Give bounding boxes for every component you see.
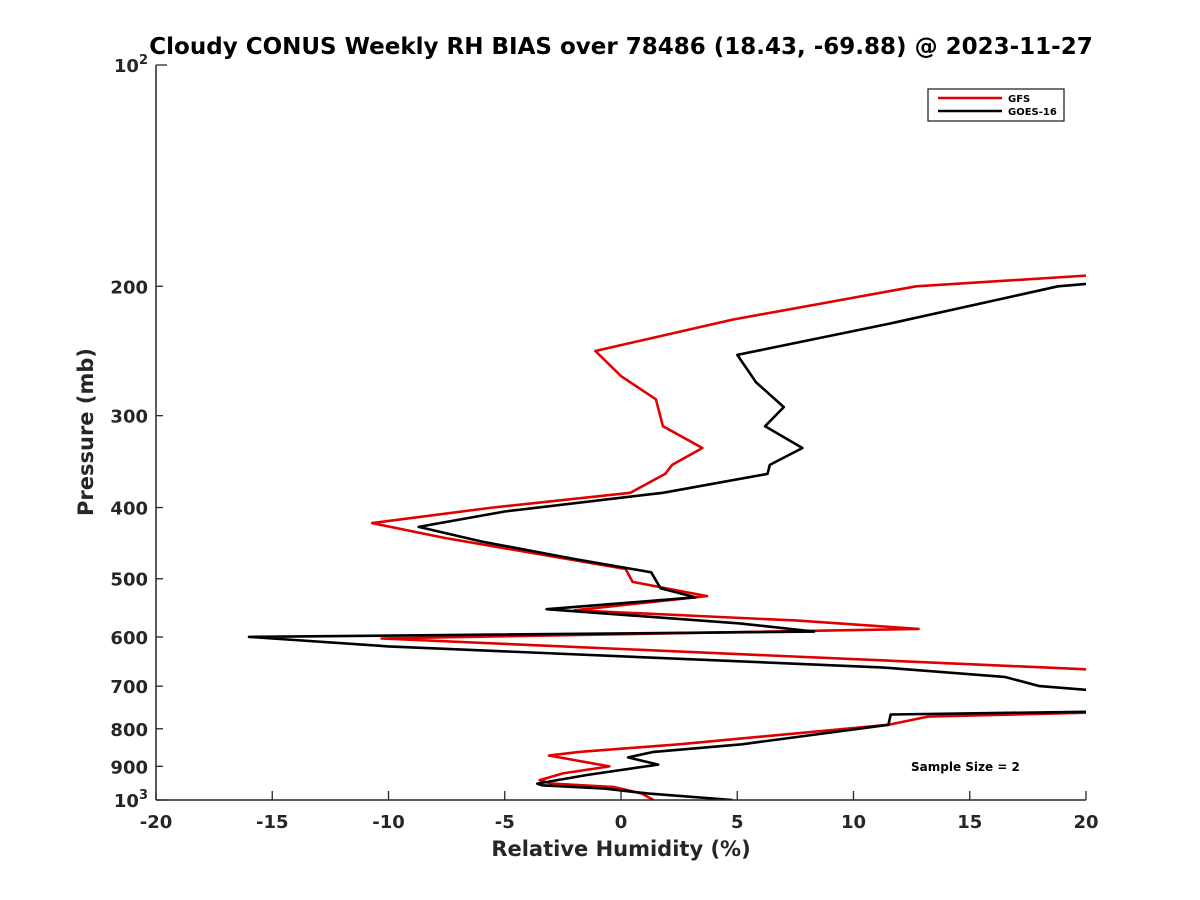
y-tick-label: 300 [110, 407, 148, 428]
x-tick-label: -5 [495, 812, 515, 833]
y-tick-label: 600 [110, 628, 148, 649]
y-tick-label-major: 102 [114, 53, 148, 77]
axes-layer [155, 65, 1086, 801]
y-tick-label-major: 103 [114, 788, 148, 812]
legend-box [927, 88, 1065, 122]
x-tick-label: 10 [841, 812, 866, 833]
y-tick-label: 200 [110, 277, 148, 298]
series-line-goes16 [247, 282, 1086, 800]
y-tick-label: 400 [110, 499, 148, 520]
x-tick-label: -15 [256, 812, 289, 833]
sample-size-annotation: Sample Size = 2 [911, 760, 1020, 774]
chart-title: Cloudy CONUS Weekly RH BIAS over 78486 (… [149, 34, 1092, 60]
y-tick-label: 800 [110, 720, 148, 741]
legend: GFS GOES-16 [927, 88, 1065, 122]
x-ticks: -20 -15 -10 -5 0 5 10 15 20 [140, 791, 1099, 833]
y-axis-label: Pressure (mb) [74, 348, 98, 516]
series-line-gfs [370, 274, 1086, 800]
x-tick-label: -20 [140, 812, 173, 833]
y-tick-label: 700 [110, 677, 148, 698]
x-axis-label: Relative Humidity (%) [491, 837, 750, 861]
legend-label-gfs: GFS [1008, 94, 1030, 105]
legend-label-goes16: GOES-16 [1008, 107, 1057, 118]
y-tick-label: 500 [110, 570, 148, 591]
x-tick-label: 5 [731, 812, 744, 833]
x-tick-label: 20 [1073, 812, 1098, 833]
x-tick-label: -10 [372, 812, 405, 833]
x-tick-label: 0 [615, 812, 628, 833]
y-ticks: 200 300 400 500 600 700 800 900 102 103 [110, 53, 167, 812]
x-tick-label: 15 [957, 812, 982, 833]
y-tick-label: 900 [110, 757, 148, 778]
series-layer [247, 274, 1086, 800]
